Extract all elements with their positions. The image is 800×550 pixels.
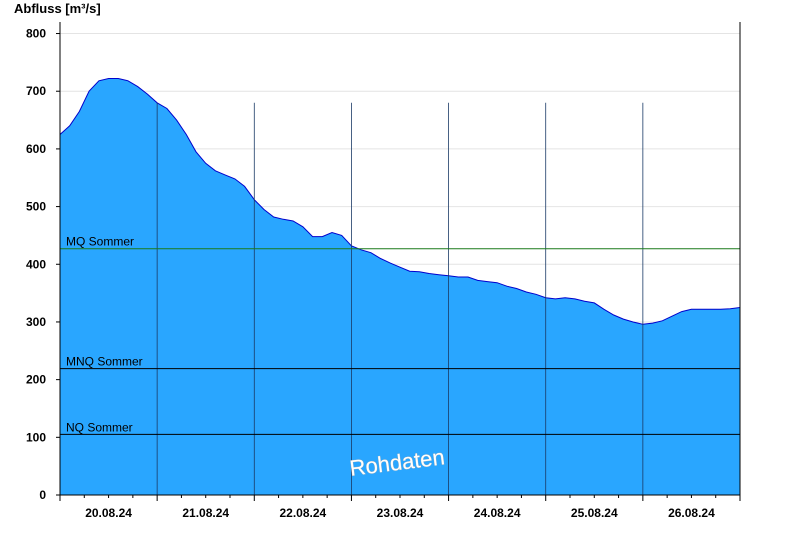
- y-tick-label-600: 600: [26, 142, 46, 156]
- x-tick-label-4: 24.08.24: [474, 506, 521, 520]
- x-tick-label-0: 20.08.24: [85, 506, 132, 520]
- y-tick-label-800: 800: [26, 27, 46, 41]
- threshold-label-1: MNQ Sommer: [66, 355, 143, 369]
- x-tick-labels: 20.08.24 21.08.24 22.08.24 23.08.24 24.08.24…: [85, 506, 715, 520]
- y-tick-label-700: 700: [26, 84, 46, 98]
- threshold-label-0: MQ Sommer: [66, 235, 134, 249]
- y-tick-label-200: 200: [26, 373, 46, 387]
- y-tick-label-300: 300: [26, 315, 46, 329]
- y-tick-label-0: 0: [39, 488, 46, 502]
- x-tick-label-1: 21.08.24: [182, 506, 229, 520]
- x-tick-label-3: 23.08.24: [377, 506, 424, 520]
- threshold-label-2: NQ Sommer: [66, 420, 133, 434]
- series-area: [59, 78, 741, 495]
- day-dividers: [156, 102, 644, 495]
- y-axis-title: Abfluss [m³/s]: [14, 1, 101, 16]
- y-tick-label-100: 100: [26, 430, 46, 444]
- discharge-area: [60, 78, 740, 495]
- x-tick-label-5: 25.08.24: [571, 506, 618, 520]
- x-tick-label-6: 26.08.24: [668, 506, 715, 520]
- y-tick-label-400: 400: [26, 257, 46, 271]
- axes: [56, 22, 741, 501]
- y-tick-label-500: 500: [26, 200, 46, 214]
- x-tick-label-2: 22.08.24: [279, 506, 326, 520]
- discharge-line: [59, 78, 741, 325]
- threshold-lines: MQ Sommer MNQ Sommer NQ Sommer: [60, 235, 740, 435]
- y-tick-labels: 0 100 200 300 400 500 600 700 800: [26, 27, 46, 502]
